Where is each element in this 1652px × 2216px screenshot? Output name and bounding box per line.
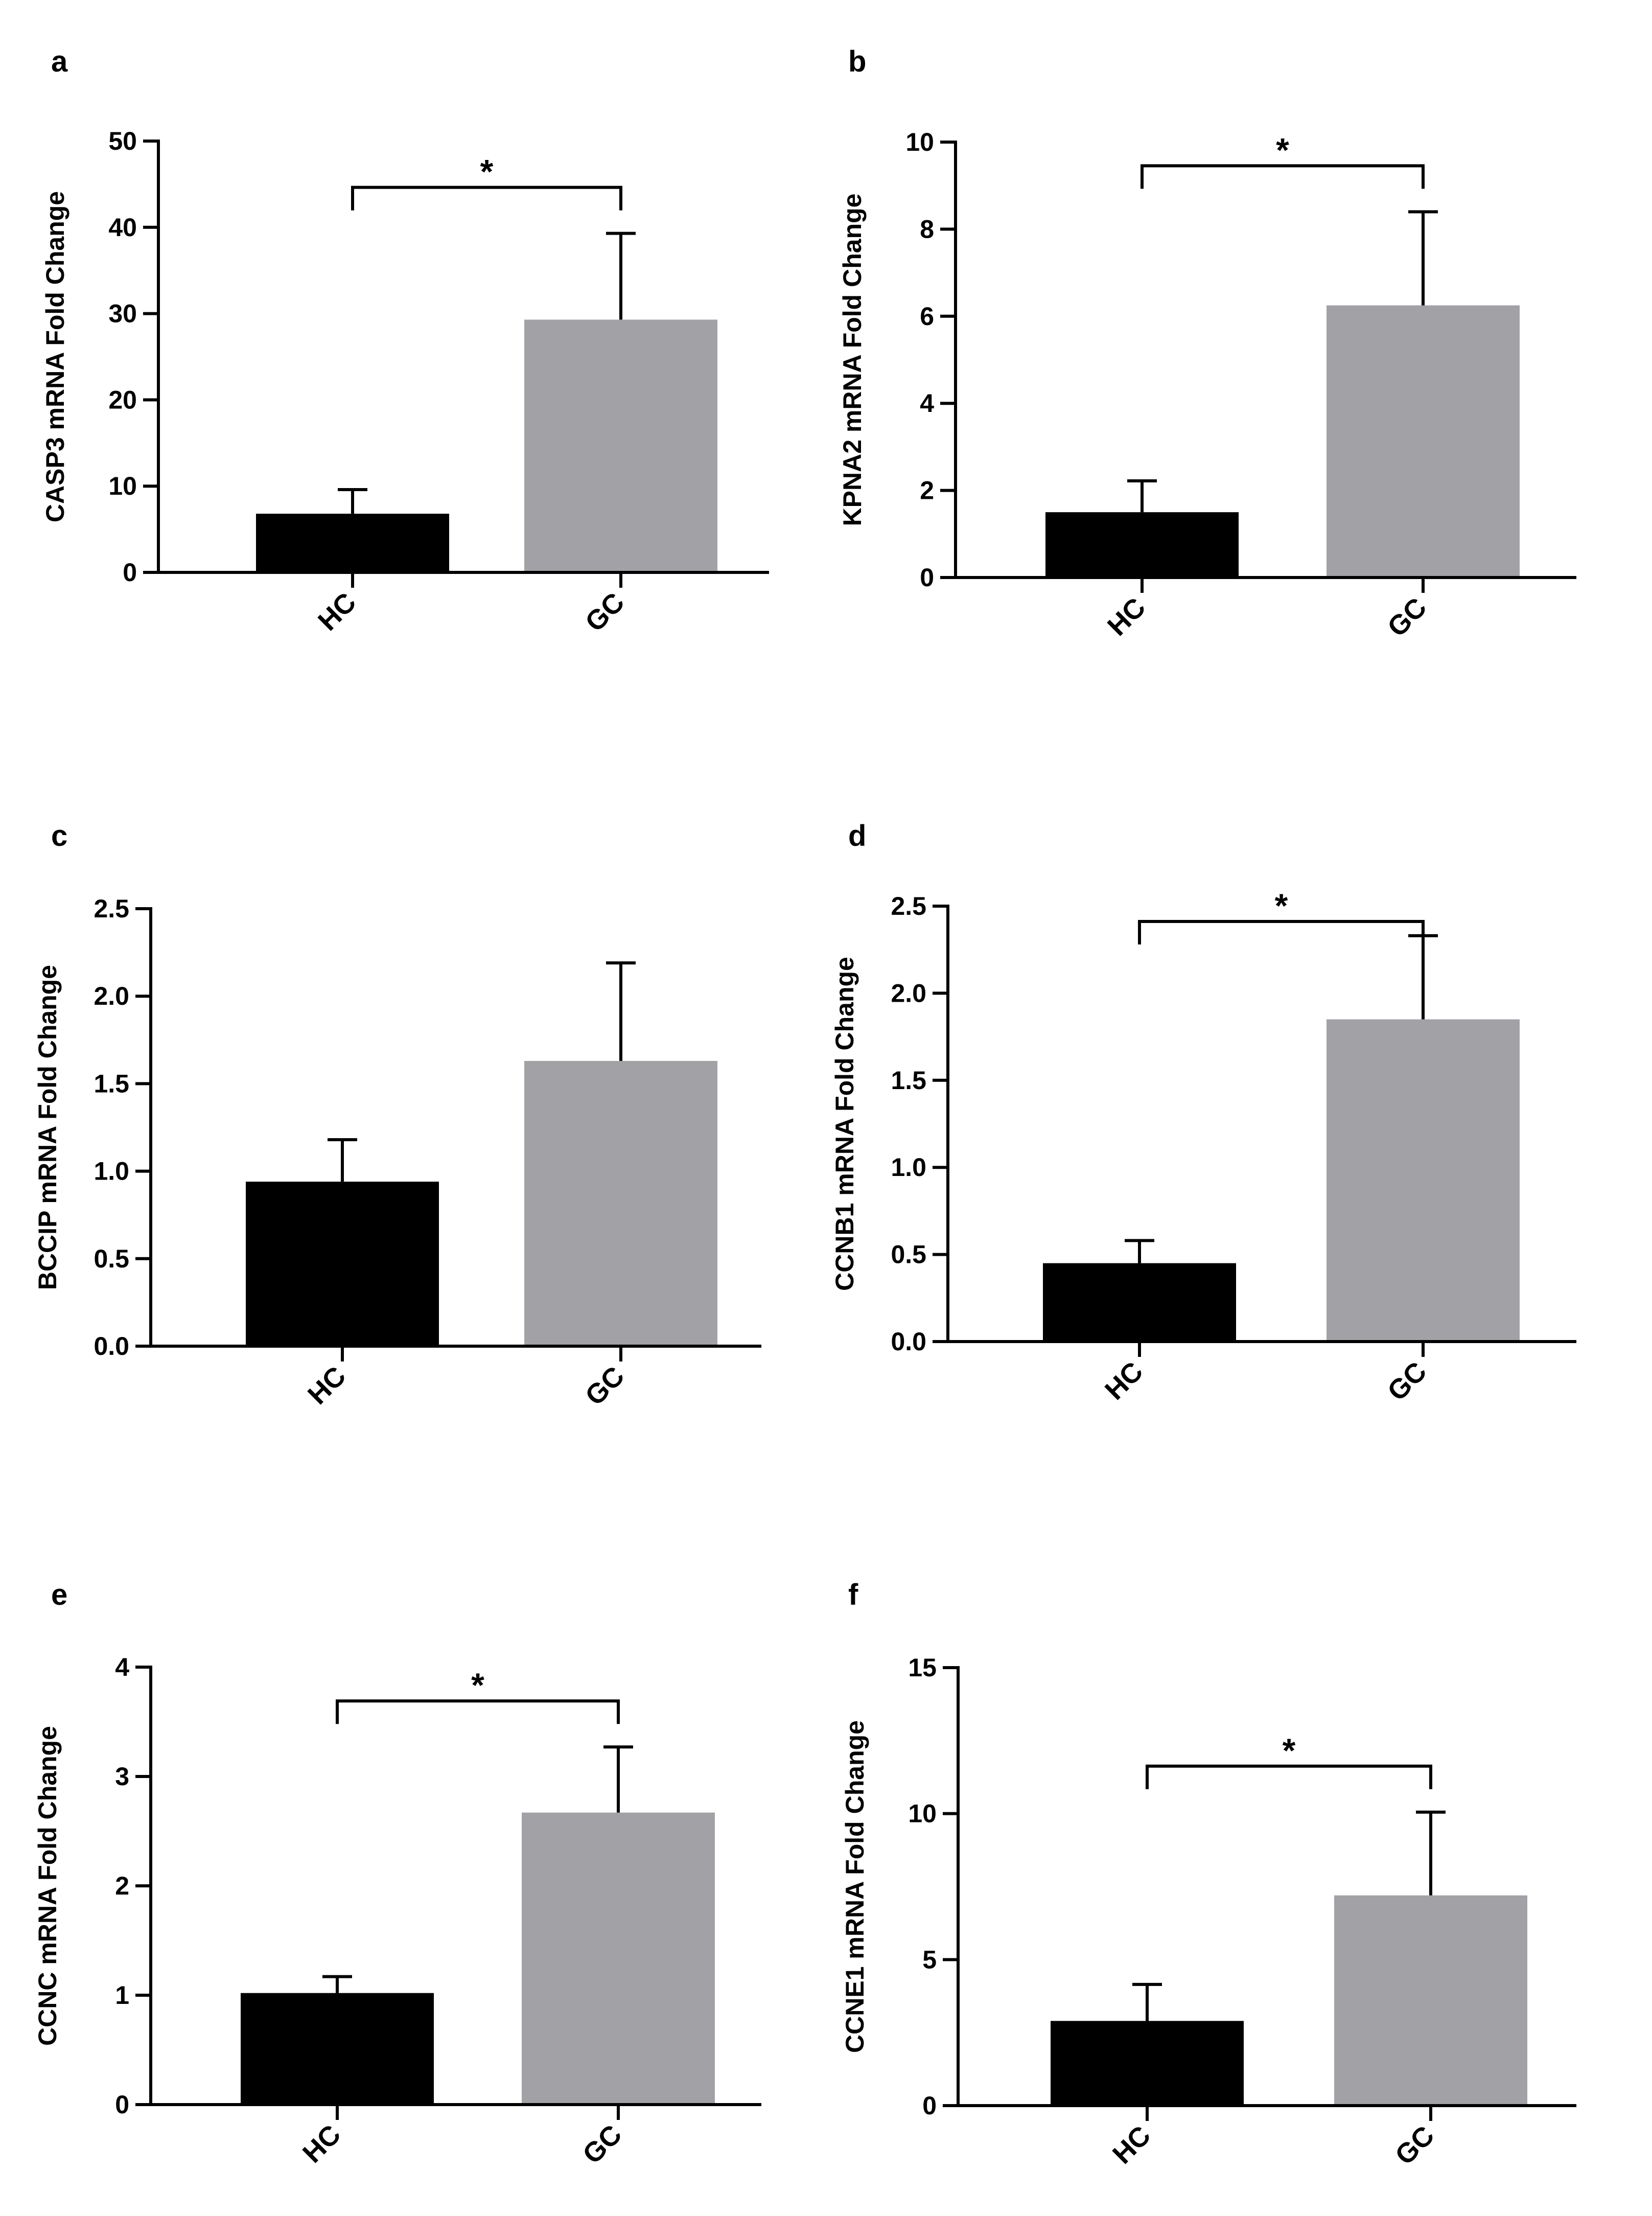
y-axis-title-c: BCCIP mRNA Fold Change — [33, 965, 62, 1290]
y-tick-label-f: 15 — [908, 1653, 937, 1682]
y-tick-label-e: 0 — [115, 2090, 129, 2119]
significance-bracket-a — [351, 186, 622, 211]
y-tick-label-c: 1.5 — [94, 1069, 129, 1098]
y-tick-label-c: 1.0 — [94, 1157, 129, 1186]
bar-e-hc — [241, 1993, 434, 2105]
y-tick-label-b: 8 — [920, 215, 934, 243]
bar-e-gc — [522, 1812, 715, 2105]
y-tick-label-c: 0.0 — [94, 1332, 129, 1360]
significance-star-d: * — [1275, 887, 1288, 925]
bar-d-gc — [1327, 1019, 1520, 1342]
x-category-label-b-gc: GC — [1382, 592, 1433, 643]
x-category-label-d-gc: GC — [1382, 1356, 1433, 1407]
y-tick-label-b: 0 — [920, 563, 934, 592]
y-tick-label-a: 30 — [108, 299, 137, 328]
panel-letter-c: c — [51, 819, 67, 852]
y-tick-label-d: 1.5 — [891, 1066, 926, 1095]
y-axis-title-f: CCNE1 mRNA Fold Change — [841, 1720, 869, 2053]
x-category-label-c-gc: GC — [579, 1360, 631, 1412]
y-tick-label-d: 1.0 — [891, 1153, 926, 1182]
y-tick-label-a: 50 — [108, 127, 137, 155]
significance-bracket-b — [1141, 164, 1425, 189]
y-axis-title-a: CASP3 mRNA Fold Change — [41, 191, 69, 522]
panel-letter-e: e — [51, 1578, 67, 1611]
x-category-label-e-hc: HC — [297, 2119, 347, 2169]
x-category-label-b-hc: HC — [1102, 592, 1152, 642]
y-tick-label-b: 10 — [905, 128, 934, 156]
bar-b-hc — [1045, 512, 1239, 578]
panel-letter-a: a — [51, 45, 68, 78]
x-category-label-c-hc: HC — [302, 1360, 352, 1411]
x-category-label-f-hc: HC — [1107, 2120, 1157, 2170]
significance-star-b: * — [1276, 131, 1289, 169]
bar-d-hc — [1043, 1263, 1236, 1342]
y-tick-label-a: 10 — [108, 472, 137, 500]
y-tick-label-d: 2.0 — [891, 979, 926, 1007]
bar-b-gc — [1327, 305, 1520, 578]
panel-letter-d: d — [848, 819, 866, 852]
y-tick-label-e: 4 — [115, 1653, 129, 1681]
bar-c-hc — [246, 1182, 439, 1346]
y-tick-label-e: 1 — [115, 1981, 129, 2010]
y-tick-label-f: 5 — [922, 1945, 937, 1974]
y-tick-label-a: 0 — [123, 558, 137, 587]
y-tick-label-b: 6 — [920, 302, 934, 331]
significance-bracket-e — [336, 1699, 620, 1724]
y-tick-label-c: 0.5 — [94, 1244, 129, 1273]
bar-a-gc — [524, 319, 717, 572]
y-tick-label-c: 2.5 — [94, 894, 129, 923]
y-axis-title-e: CCNC mRNA Fold Change — [33, 1726, 62, 2046]
y-tick-label-d: 2.5 — [891, 892, 926, 920]
y-tick-label-d: 0.5 — [891, 1240, 926, 1269]
significance-star-f: * — [1283, 1732, 1296, 1769]
x-category-label-d-hc: HC — [1099, 1356, 1149, 1406]
significance-star-e: * — [471, 1666, 484, 1704]
y-tick-label-e: 2 — [115, 1872, 129, 1900]
y-tick-label-b: 4 — [920, 389, 934, 418]
y-axis-title-d: CCNB1 mRNA Fold Change — [830, 957, 859, 1291]
y-tick-label-f: 0 — [922, 2091, 937, 2120]
bar-f-gc — [1334, 1895, 1527, 2106]
y-axis-title-b: KPNA2 mRNA Fold Change — [838, 194, 867, 526]
significance-bracket-f — [1146, 1764, 1432, 1789]
bar-a-hc — [256, 514, 449, 572]
y-tick-label-b: 2 — [920, 476, 934, 505]
significance-star-a: * — [480, 153, 494, 191]
y-tick-label-a: 20 — [108, 385, 137, 414]
significance-bracket-d — [1138, 920, 1425, 944]
bar-c-gc — [524, 1060, 717, 1346]
y-tick-label-c: 2.0 — [94, 982, 129, 1010]
y-tick-label-f: 10 — [908, 1799, 937, 1828]
y-tick-label-a: 40 — [108, 213, 137, 242]
panel-letter-b: b — [848, 45, 866, 78]
x-category-label-a-hc: HC — [312, 587, 362, 637]
x-category-label-f-gc: GC — [1389, 2120, 1440, 2171]
y-tick-label-d: 0.0 — [891, 1327, 926, 1356]
y-tick-label-e: 3 — [115, 1762, 129, 1791]
x-category-label-a-gc: GC — [579, 587, 631, 638]
bar-f-hc — [1051, 2021, 1244, 2106]
panel-letter-f: f — [848, 1578, 858, 1611]
x-category-label-e-gc: GC — [577, 2119, 628, 2170]
